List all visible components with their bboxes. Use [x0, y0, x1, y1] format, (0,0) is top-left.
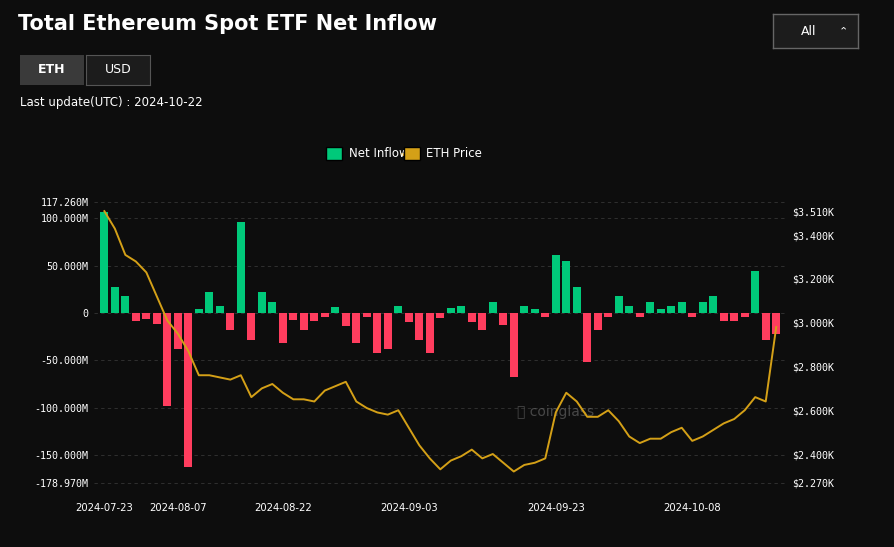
Bar [405, 313, 413, 322]
Bar [625, 306, 633, 313]
Bar [384, 313, 392, 349]
Bar [257, 292, 266, 313]
Bar [520, 306, 528, 313]
Bar [290, 313, 298, 320]
Bar [268, 302, 276, 313]
Bar [394, 306, 402, 313]
Bar [122, 296, 130, 313]
Bar [583, 313, 591, 362]
Bar [500, 313, 507, 325]
Bar [184, 313, 192, 467]
Bar [730, 313, 738, 321]
Bar [562, 261, 570, 313]
Bar [489, 302, 497, 313]
Bar [468, 313, 476, 322]
Bar [678, 302, 686, 313]
Bar [174, 313, 181, 349]
Bar [321, 313, 329, 317]
Bar [426, 313, 434, 353]
Bar [709, 296, 717, 313]
Bar [646, 302, 654, 313]
Bar [299, 313, 308, 330]
Bar [237, 222, 245, 313]
Text: ⌃: ⌃ [839, 26, 848, 36]
Bar [667, 306, 675, 313]
Bar [279, 313, 287, 344]
Bar [657, 309, 664, 313]
Text: All: All [801, 25, 817, 38]
Bar [615, 296, 623, 313]
Bar [510, 313, 518, 377]
Text: USD: USD [105, 63, 131, 76]
Bar [458, 306, 465, 313]
Bar [416, 313, 423, 340]
Bar [132, 313, 139, 321]
Bar [153, 313, 161, 324]
Text: ETH Price: ETH Price [426, 147, 481, 160]
Bar [436, 313, 444, 318]
Bar [741, 313, 748, 317]
Bar [688, 313, 696, 317]
Bar [772, 313, 780, 334]
Bar [352, 313, 360, 344]
Bar [332, 307, 339, 313]
Bar [751, 271, 759, 313]
Bar [720, 313, 728, 321]
Bar [699, 302, 706, 313]
Bar [573, 287, 581, 313]
Bar [206, 292, 214, 313]
Bar [552, 255, 560, 313]
Bar [447, 309, 455, 313]
Text: ETH: ETH [38, 63, 65, 76]
Bar [111, 287, 119, 313]
Bar [195, 309, 203, 313]
Bar [164, 313, 172, 406]
Text: Total Ethereum Spot ETF Net Inflow: Total Ethereum Spot ETF Net Inflow [18, 14, 437, 34]
Bar [100, 212, 108, 313]
Bar [342, 313, 350, 327]
Bar [531, 309, 539, 313]
Bar [142, 313, 150, 319]
Bar [762, 313, 770, 340]
Bar [604, 313, 612, 317]
Text: Last update(UTC) : 2024-10-22: Last update(UTC) : 2024-10-22 [20, 96, 202, 109]
Text: 🐦 coinglass: 🐦 coinglass [517, 405, 594, 419]
Bar [478, 313, 486, 330]
Bar [216, 306, 224, 313]
Text: Net Inflow: Net Inflow [349, 147, 409, 160]
Bar [363, 313, 371, 317]
Bar [636, 313, 644, 317]
Bar [310, 313, 318, 321]
Bar [226, 313, 234, 330]
Bar [542, 313, 549, 317]
Bar [374, 313, 381, 353]
Bar [248, 313, 256, 340]
Bar [594, 313, 602, 330]
